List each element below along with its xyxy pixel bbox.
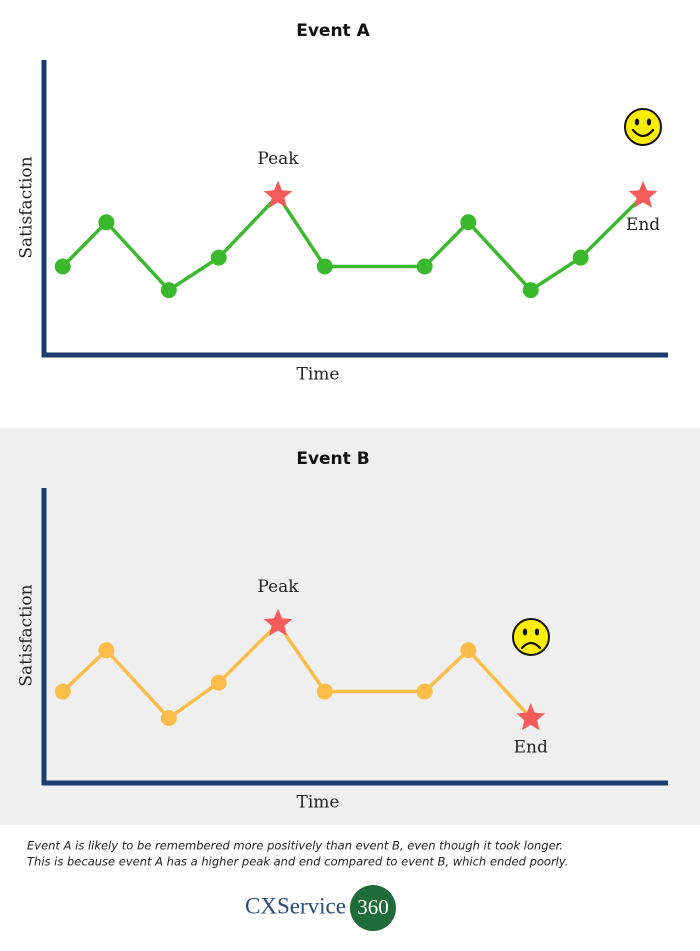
point [98,642,115,659]
eye [646,118,652,126]
point [160,282,177,299]
end-label: End [514,738,548,758]
point [416,258,433,275]
mouth [520,641,542,650]
point [54,683,71,700]
chart-title: Event B [296,449,369,469]
y-axis-label: Satisfaction [17,584,37,686]
logo-text: CXService [245,893,346,918]
point [54,258,71,275]
mouth [631,128,655,138]
logo-badge [350,885,396,931]
point [160,710,177,727]
star-marker [628,180,658,208]
point [98,214,115,231]
star-marker [516,703,545,731]
eye [522,628,528,636]
point [210,674,227,691]
eye [534,628,540,636]
point [316,258,333,275]
panel-b [0,428,700,825]
chart-title: Event A [296,21,370,41]
eye [634,118,640,126]
line [61,193,645,292]
point [460,214,477,231]
peak-label: Peak [257,577,299,597]
point [572,249,589,266]
star-marker [263,180,293,208]
x-axis-label: Time [297,365,340,385]
note-line: This is because event A has a higher pea… [27,855,568,869]
y-axis-label: Satisfaction [17,156,37,258]
logo-badge-text: 360 [357,895,389,919]
point [210,249,227,266]
note-line: Event A is likely to be remembered more … [27,839,563,853]
face [512,618,550,656]
x-axis-label: Time [297,793,340,813]
end-label: End [626,215,660,235]
star-marker [263,608,293,636]
peak-label: Peak [257,149,299,169]
face [624,108,662,146]
point [460,642,477,659]
point [522,282,539,299]
point [316,683,333,700]
point [416,683,433,700]
